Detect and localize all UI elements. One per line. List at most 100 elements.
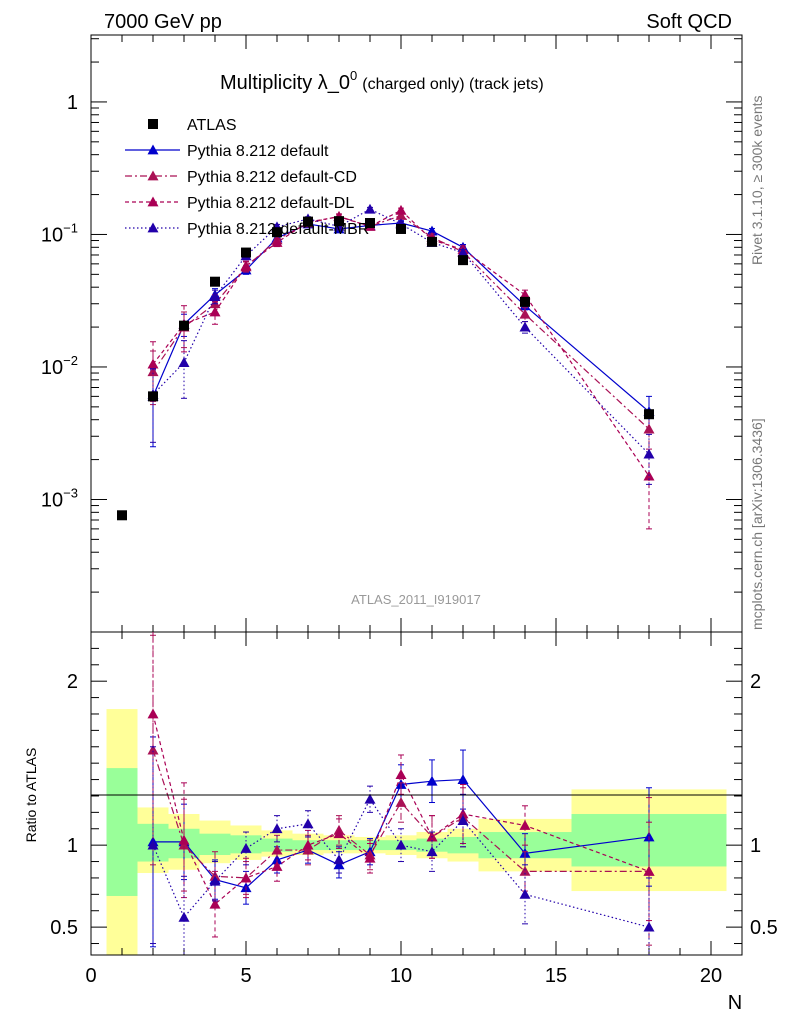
main-line-0	[152, 222, 650, 413]
rivet-version-label: Rivet 3.1.10, ≥ 300k events	[749, 95, 765, 265]
x-tick-label-3: 15	[545, 965, 567, 987]
ratio-marker-2-0	[147, 708, 159, 719]
ratio-marker-2-3	[240, 872, 252, 883]
main-marker-3-7	[364, 203, 376, 214]
ratio-clipped-group	[147, 632, 655, 955]
ratio-marker-3-0	[147, 839, 159, 850]
ymain-tick-label-3: 1	[67, 92, 78, 114]
ratio-marker-2-6	[333, 828, 345, 839]
atlas-point-3	[210, 276, 220, 287]
legend-marker-1	[147, 170, 159, 181]
chart-title-main: Multiplicity λ_0	[220, 72, 350, 94]
atlas-point-5	[272, 227, 282, 238]
yratio-tick-label-left-0: 0.5	[50, 917, 78, 939]
ymain-tick-label-2: 10−1	[41, 220, 78, 246]
main-marker-1-11	[519, 308, 531, 319]
main-marker-1-8	[395, 210, 407, 220]
main-marker-3-1	[178, 357, 190, 367]
main-line-1	[152, 214, 650, 430]
atlas-point-0	[117, 510, 127, 521]
ratio-marker-2-1	[178, 834, 190, 845]
yratio-tick-label-left-2: 2	[67, 671, 78, 693]
main-marker-0-9	[426, 225, 438, 236]
x-axis-label: N	[728, 992, 742, 1014]
atlas-point-13	[644, 409, 654, 420]
atlas-point-6	[303, 216, 313, 227]
ymain-tick-base-0: 10	[41, 489, 63, 511]
green-band-0	[106, 768, 138, 896]
chart-title: Multiplicity λ_00 (charged only) (track j…	[220, 68, 544, 94]
main-marker-2-0	[147, 358, 159, 369]
ratio-marker-2-12	[643, 865, 655, 876]
legend-label-1: Pythia 8.212 default-CD	[187, 169, 357, 186]
main-marker-2-8	[395, 204, 407, 215]
main-marker-3-2	[209, 291, 221, 301]
atlas-data-points	[117, 216, 654, 521]
main-series-layer	[147, 203, 655, 530]
mcplots-source-label: mcplots.cern.ch [arXiv:1306.3436]	[749, 418, 765, 630]
atlas-point-11	[458, 255, 468, 266]
x-tick-label-2: 10	[390, 965, 412, 987]
ratio-plot-frame	[90, 631, 743, 956]
chart-title-suffix: (charged only) (track jets)	[362, 76, 543, 93]
x-tick-label-1: 5	[240, 965, 251, 987]
ratio-marker-2-4	[271, 860, 283, 871]
x-tick-label-4: 20	[700, 965, 722, 987]
legend-label-0: Pythia 8.212 default	[187, 143, 329, 160]
legend-marker-3	[147, 222, 159, 233]
ratio-marker-3-5	[302, 818, 314, 829]
atlas-point-2	[179, 320, 189, 331]
plot-frames	[90, 34, 743, 956]
main-marker-3-10	[457, 247, 469, 257]
ratio-marker-2-5	[302, 839, 314, 850]
ratio-marker-3-6	[333, 854, 345, 865]
legend-label-3: Pythia 8.212 default-MBR	[187, 221, 369, 238]
ymain-tick-exp-2: −1	[63, 220, 78, 235]
atlas-point-4	[241, 247, 251, 258]
legend-marker-2	[147, 196, 159, 207]
ratio-marker-1-8	[395, 797, 407, 807]
ratio-y-axis-label: Ratio to ATLAS	[23, 748, 39, 843]
yratio-tick-label-right-0: 0.5	[750, 917, 778, 939]
green-band-3	[199, 833, 231, 855]
legend-atlas-marker	[148, 119, 158, 129]
ratio-marker-3-4	[271, 823, 283, 834]
x-tick-label-0: 0	[85, 965, 96, 987]
ratio-marker-3-2	[209, 875, 221, 886]
ratio-marker-2-10	[457, 808, 469, 819]
ratio-marker-3-1	[178, 911, 190, 922]
main-marker-2-4	[271, 236, 283, 247]
ymain-tick-exp-0: −3	[63, 485, 78, 500]
atlas-point-7	[334, 216, 344, 227]
ratio-marker-0-10	[457, 774, 469, 784]
ratio-marker-3-11	[519, 888, 531, 899]
ratio-marker-3-7	[364, 793, 376, 804]
ymain-tick-base-3: 1	[67, 92, 78, 114]
ymain-tick-base-1: 10	[41, 357, 63, 379]
green-band-11	[447, 836, 479, 854]
ratio-marker-3-12	[643, 921, 655, 932]
main-marker-2-11	[519, 289, 531, 300]
ratio-marker-1-11	[519, 865, 531, 876]
yratio-tick-label-right-1: 1	[750, 835, 761, 857]
ymain-tick-exp-1: −2	[63, 353, 78, 368]
yratio-tick-label-right-2: 2	[750, 671, 761, 693]
main-marker-3-12	[643, 448, 655, 459]
main-line-3	[152, 208, 650, 455]
main-marker-2-3	[240, 260, 252, 271]
ratio-marker-3-8	[395, 839, 407, 850]
ymain-tick-label-0: 10−3	[41, 485, 78, 511]
analysis-watermark: ATLAS_2011_I919017	[351, 592, 481, 607]
ratio-series-layer	[147, 632, 655, 955]
atlas-point-8	[365, 218, 375, 229]
atlas-point-9	[396, 223, 406, 234]
main-marker-1-12	[643, 423, 655, 434]
ratio-marker-0-9	[426, 775, 438, 786]
header-left: 7000 GeV pp	[104, 11, 222, 33]
ratio-marker-2-7	[364, 852, 376, 863]
legend-atlas-label: ATLAS	[187, 117, 237, 134]
atlas-point-12	[520, 296, 530, 307]
ratio-marker-3-3	[240, 842, 252, 853]
